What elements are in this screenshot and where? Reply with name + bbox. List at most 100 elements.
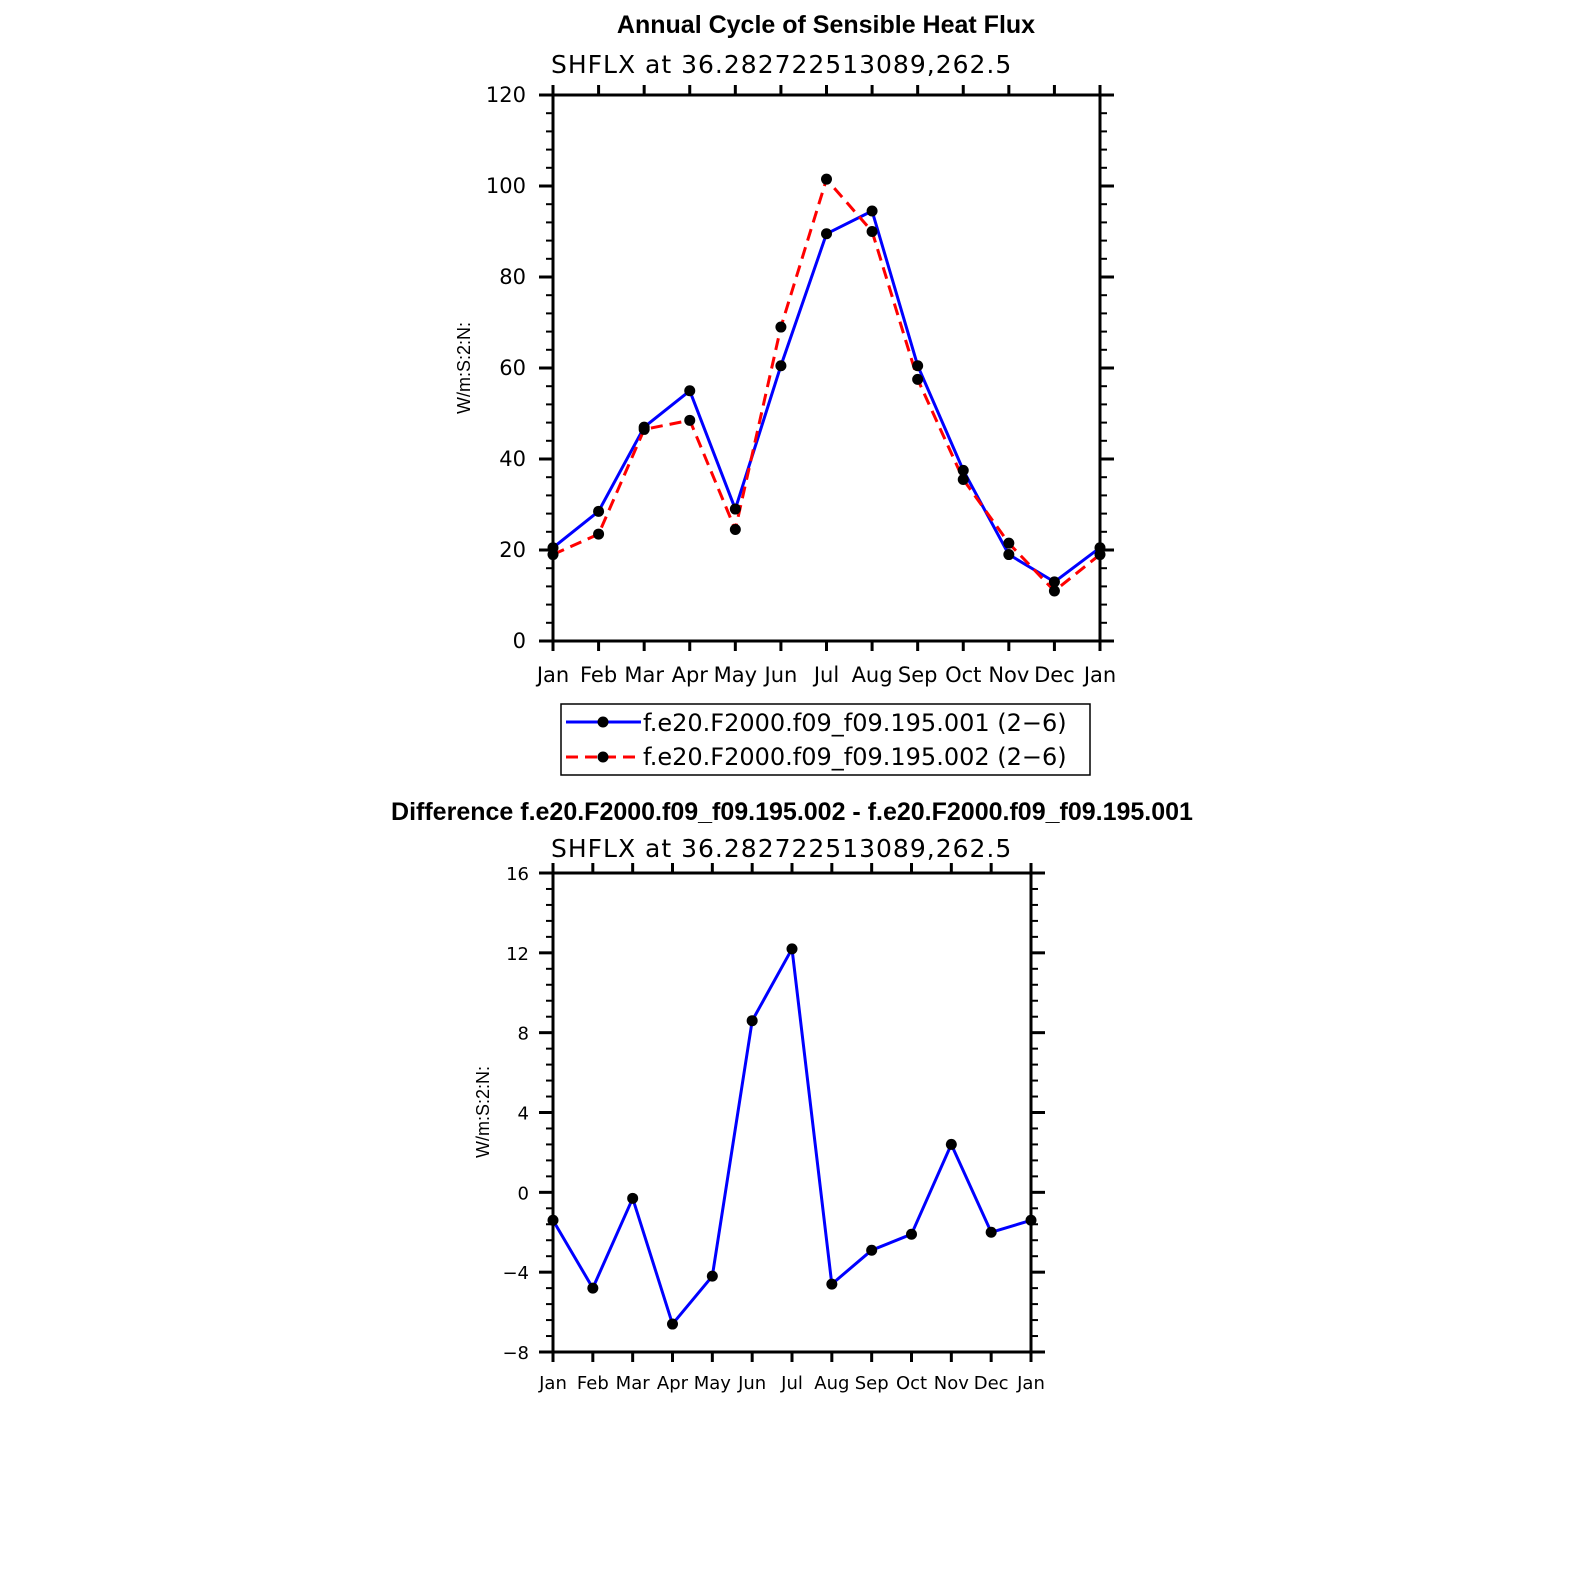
x-tick-label: May [714,663,757,687]
data-point-series1 [826,1278,838,1290]
data-point-series1 [906,1228,917,1240]
data-point-series1 [729,503,741,515]
x-tick-label: Apr [657,1373,689,1394]
x-tick-label: Dec [1034,663,1075,687]
x-tick-label: May [694,1373,732,1394]
data-point-series1 [706,1270,718,1282]
x-tick-label: Jan [1016,1373,1045,1394]
chart1-y-tick-labels: 0 20 40 60 80 100 120 [486,83,526,653]
x-tick-label: Apr [672,663,709,687]
chart2-subtitle: SHFLX at 36.282722513089,262.5 [551,834,1012,863]
data-point-series2 [775,321,787,333]
data-point-series1 [985,1226,997,1238]
y-tick-label: 12 [506,944,529,965]
y-tick-label: 60 [499,356,526,380]
y-tick-label: −8 [502,1343,529,1364]
chart2-series-lines [551,947,1032,1326]
x-tick-label: Nov [934,1373,969,1394]
x-tick-label: Jan [538,1373,567,1394]
x-tick-label: Jan [1082,663,1116,687]
data-point-series1 [667,1318,678,1330]
data-point-series1 [945,1138,957,1150]
chart1-plot-frame [551,93,1102,643]
x-tick-label: Feb [580,663,617,687]
x-tick-label: Sep [855,1373,889,1394]
data-point-series2 [729,524,741,536]
series-line-2 [552,177,1101,593]
legend-label-series2: f.e20.F2000.f09_f09.195.002 (2−6) [643,743,1067,771]
y-tick-label: 20 [499,538,526,562]
chart1-x-tick-labels: Jan Feb Mar Apr May Jun Jul Aug Sep Oct Nov Dec Jan [535,663,1116,687]
legend-marker-series2 [597,751,609,763]
x-tick-label: Oct [896,1373,927,1394]
data-point-series1 [866,205,878,217]
data-point-series2 [957,473,969,485]
chart1-y-axis-label: W/m:S:2:N: [454,322,474,414]
x-tick-label: Nov [988,663,1029,687]
legend-box [560,703,1091,776]
x-tick-label: Mar [616,1373,651,1394]
chart2-ticks [539,863,1045,1362]
y-tick-label: 0 [518,1183,529,1204]
chart1-legend: f.e20.F2000.f09_f09.195.001 (2−6) f.e20.… [560,703,1091,776]
difference-chart: Difference f.e20.F2000.f09_f09.195.002 -… [391,798,1193,1394]
data-point-series2 [866,226,878,237]
y-tick-label: 40 [499,447,526,471]
data-point-series1 [1003,549,1015,561]
chart1-series-lines [552,177,1101,593]
series-line-1 [551,947,1032,1326]
data-point-series1 [684,385,696,397]
x-tick-label: Sep [898,663,938,687]
x-tick-label: Aug [852,663,893,687]
data-point-series1 [866,1244,878,1256]
data-point-series1 [821,228,832,240]
data-point-series1 [1048,576,1060,588]
chart2-x-tick-labels: Jan Feb Mar Apr May Jun Jul Aug Sep Oct Nov Dec Jan [538,1373,1045,1394]
y-tick-label: 0 [513,629,526,653]
y-tick-label: −4 [502,1263,529,1284]
x-tick-label: Jun [763,663,798,687]
data-point-series2 [593,528,605,540]
y-tick-label: 120 [486,83,526,107]
data-point-series1 [786,943,798,955]
data-point-series1 [746,1015,758,1027]
chart1-subtitle: SHFLX at 36.282722513089,262.5 [551,50,1012,79]
series-line-1 [552,209,1101,584]
legend-marker-series1 [597,716,609,728]
chart2-title: Difference f.e20.F2000.f09_f09.195.002 -… [391,798,1193,826]
y-tick-label: 4 [518,1104,529,1125]
data-point-series1 [593,505,605,517]
x-tick-label: Feb [577,1373,609,1394]
data-point-series2 [821,173,832,185]
x-tick-label: Jul [812,663,839,687]
x-tick-label: Dec [974,1373,1009,1394]
y-tick-label: 8 [518,1024,529,1045]
chart2-y-tick-labels: −8 −4 0 4 8 12 16 [502,864,529,1364]
chart2-points [547,943,1037,1330]
x-tick-label: Jan [535,663,569,687]
chart1-title: Annual Cycle of Sensible Heat Flux [617,11,1035,39]
y-tick-label: 100 [486,174,526,198]
x-tick-label: Jun [737,1373,766,1394]
data-point-series1 [912,360,924,372]
legend-label-series1: f.e20.F2000.f09_f09.195.001 (2−6) [643,709,1067,737]
chart2-y-axis-label: W/m:S:2:N: [473,1066,493,1158]
data-point-series1 [587,1282,599,1294]
y-tick-label: 16 [506,864,529,885]
x-tick-label: Oct [945,663,981,687]
x-tick-label: Aug [814,1373,849,1394]
y-tick-label: 80 [499,265,526,289]
data-point-series1 [775,360,787,372]
data-point-series1 [957,464,969,476]
x-tick-label: Mar [624,663,664,687]
data-point-series2 [912,373,924,385]
annual-cycle-chart: Annual Cycle of Sensible Heat Flux SHFLX… [454,11,1116,776]
data-point-series1 [627,1192,639,1204]
data-point-series2 [684,414,696,426]
data-point-series2 [1048,585,1060,597]
chart1-points [547,173,1106,597]
x-tick-label: Jul [780,1373,803,1394]
data-point-series2 [638,423,650,435]
data-point-series2 [1003,537,1015,549]
